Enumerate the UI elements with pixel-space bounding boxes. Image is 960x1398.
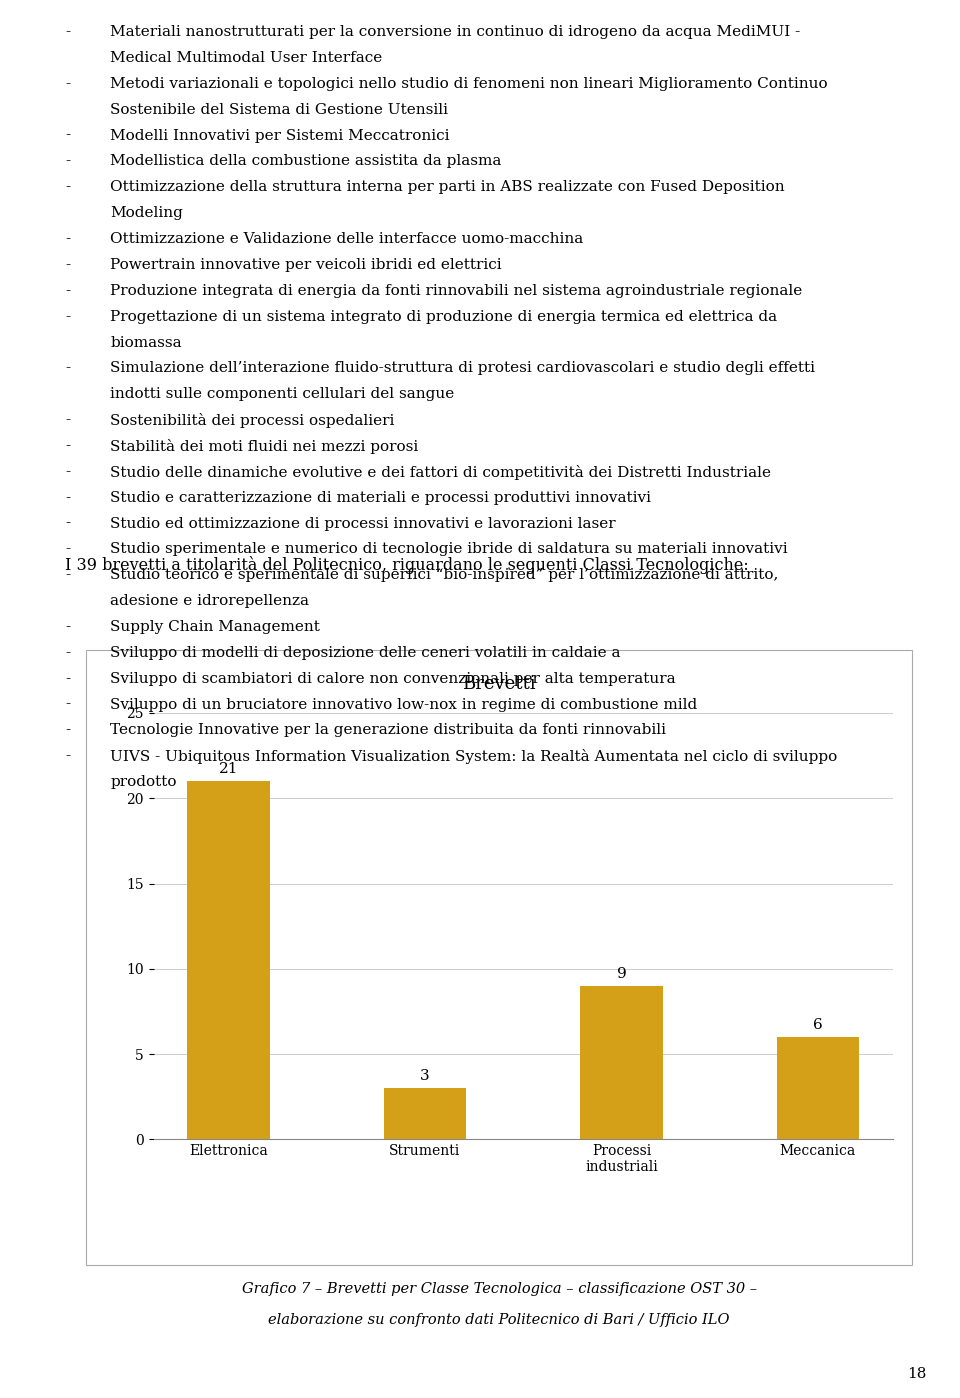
Text: -: - bbox=[65, 646, 70, 660]
Text: indotti sulle componenti cellulari del sangue: indotti sulle componenti cellulari del s… bbox=[110, 387, 455, 401]
Text: Studio delle dinamiche evolutive e dei fattori di competitività dei Distretti In: Studio delle dinamiche evolutive e dei f… bbox=[110, 464, 772, 480]
Text: -: - bbox=[65, 257, 70, 273]
Bar bbox=[187, 781, 270, 1139]
Text: -: - bbox=[65, 516, 70, 531]
Text: -: - bbox=[65, 25, 70, 39]
Text: elaborazione su confronto dati Politecnico di Bari / Ufficio ILO: elaborazione su confronto dati Politecni… bbox=[269, 1313, 730, 1327]
Text: -: - bbox=[65, 154, 70, 169]
Text: 18: 18 bbox=[907, 1367, 926, 1381]
Text: Studio teorico e sperimentale di superfici “bio-inspired” per l’ottimizzazione d: Studio teorico e sperimentale di superfi… bbox=[110, 568, 779, 583]
Text: -: - bbox=[65, 284, 70, 298]
Text: 6: 6 bbox=[813, 1018, 823, 1032]
Text: Modeling: Modeling bbox=[110, 206, 183, 221]
Text: -: - bbox=[65, 439, 70, 453]
Text: -: - bbox=[65, 361, 70, 376]
Text: -: - bbox=[65, 698, 70, 712]
Text: adesione e idrorepellenza: adesione e idrorepellenza bbox=[110, 594, 309, 608]
Text: -: - bbox=[65, 77, 70, 91]
Text: Progettazione di un sistema integrato di produzione di energia termica ed elettr: Progettazione di un sistema integrato di… bbox=[110, 309, 778, 324]
Text: 3: 3 bbox=[420, 1069, 430, 1083]
Text: Studio ed ottimizzazione di processi innovativi e lavorazioni laser: Studio ed ottimizzazione di processi inn… bbox=[110, 516, 616, 531]
Text: -: - bbox=[65, 568, 70, 583]
Text: -: - bbox=[65, 619, 70, 635]
Text: Modellistica della combustione assistita da plasma: Modellistica della combustione assistita… bbox=[110, 154, 502, 169]
Text: -: - bbox=[65, 491, 70, 505]
Text: Modelli Innovativi per Sistemi Meccatronici: Modelli Innovativi per Sistemi Meccatron… bbox=[110, 129, 450, 143]
Text: Stabilità dei moti fluidi nei mezzi porosi: Stabilità dei moti fluidi nei mezzi poro… bbox=[110, 439, 419, 454]
Text: Sviluppo di un bruciatore innovativo low-nox in regime di combustione mild: Sviluppo di un bruciatore innovativo low… bbox=[110, 698, 698, 712]
Text: Simulazione dell’interazione fluido-struttura di protesi cardiovascolari e studi: Simulazione dell’interazione fluido-stru… bbox=[110, 361, 815, 376]
Text: -: - bbox=[65, 412, 70, 428]
Text: Supply Chain Management: Supply Chain Management bbox=[110, 619, 321, 635]
Text: Brevetti: Brevetti bbox=[463, 675, 536, 693]
Text: Tecnologie Innovative per la generazione distribuita da fonti rinnovabili: Tecnologie Innovative per la generazione… bbox=[110, 723, 666, 738]
Text: Ottimizzazione della struttura interna per parti in ABS realizzate con Fused Dep: Ottimizzazione della struttura interna p… bbox=[110, 180, 785, 194]
Text: Medical Multimodal User Interface: Medical Multimodal User Interface bbox=[110, 52, 383, 66]
Text: -: - bbox=[65, 671, 70, 686]
Text: -: - bbox=[65, 542, 70, 556]
Text: Sostenibilità dei processi ospedalieri: Sostenibilità dei processi ospedalieri bbox=[110, 412, 395, 428]
Text: Grafico 7 – Brevetti per Classe Tecnologica – classificazione OST 30 –: Grafico 7 – Brevetti per Classe Tecnolog… bbox=[242, 1282, 756, 1296]
Text: prodotto: prodotto bbox=[110, 774, 177, 790]
Text: 9: 9 bbox=[616, 967, 626, 981]
Text: -: - bbox=[65, 180, 70, 194]
Text: I 39 brevetti a titolarità del Politecnico, riguardano le seguenti Classi Tecnol: I 39 brevetti a titolarità del Politecni… bbox=[65, 556, 749, 575]
Text: Sostenibile del Sistema di Gestione Utensili: Sostenibile del Sistema di Gestione Uten… bbox=[110, 102, 448, 117]
Text: -: - bbox=[65, 129, 70, 143]
Text: Studio sperimentale e numerico di tecnologie ibride di saldatura su materiali in: Studio sperimentale e numerico di tecnol… bbox=[110, 542, 788, 556]
Bar bbox=[777, 1037, 859, 1139]
Text: Sviluppo di modelli di deposizione delle ceneri volatili in caldaie a: Sviluppo di modelli di deposizione delle… bbox=[110, 646, 621, 660]
Text: -: - bbox=[65, 749, 70, 763]
Text: Sviluppo di scambiatori di calore non convenzionali per alta temperatura: Sviluppo di scambiatori di calore non co… bbox=[110, 671, 676, 686]
Text: -: - bbox=[65, 723, 70, 738]
Text: -: - bbox=[65, 464, 70, 480]
Text: Ottimizzazione e Validazione delle interfacce uomo-macchina: Ottimizzazione e Validazione delle inter… bbox=[110, 232, 584, 246]
Bar bbox=[580, 986, 662, 1139]
Text: Produzione integrata di energia da fonti rinnovabili nel sistema agroindustriale: Produzione integrata di energia da fonti… bbox=[110, 284, 803, 298]
Text: Powertrain innovative per veicoli ibridi ed elettrici: Powertrain innovative per veicoli ibridi… bbox=[110, 257, 502, 273]
Text: -: - bbox=[65, 232, 70, 246]
Text: 21: 21 bbox=[219, 762, 238, 776]
Text: biomassa: biomassa bbox=[110, 336, 182, 350]
Text: Metodi variazionali e topologici nello studio di fenomeni non lineari Migliorame: Metodi variazionali e topologici nello s… bbox=[110, 77, 828, 91]
Text: Studio e caratterizzazione di materiali e processi produttivi innovativi: Studio e caratterizzazione di materiali … bbox=[110, 491, 652, 505]
Text: UIVS - Ubiquitous Information Visualization System: la Realtà Aumentata nel cicl: UIVS - Ubiquitous Information Visualizat… bbox=[110, 749, 838, 765]
Text: -: - bbox=[65, 309, 70, 324]
Bar bbox=[384, 1088, 467, 1139]
Text: Materiali nanostrutturati per la conversione in continuo di idrogeno da acqua Me: Materiali nanostrutturati per la convers… bbox=[110, 25, 801, 39]
